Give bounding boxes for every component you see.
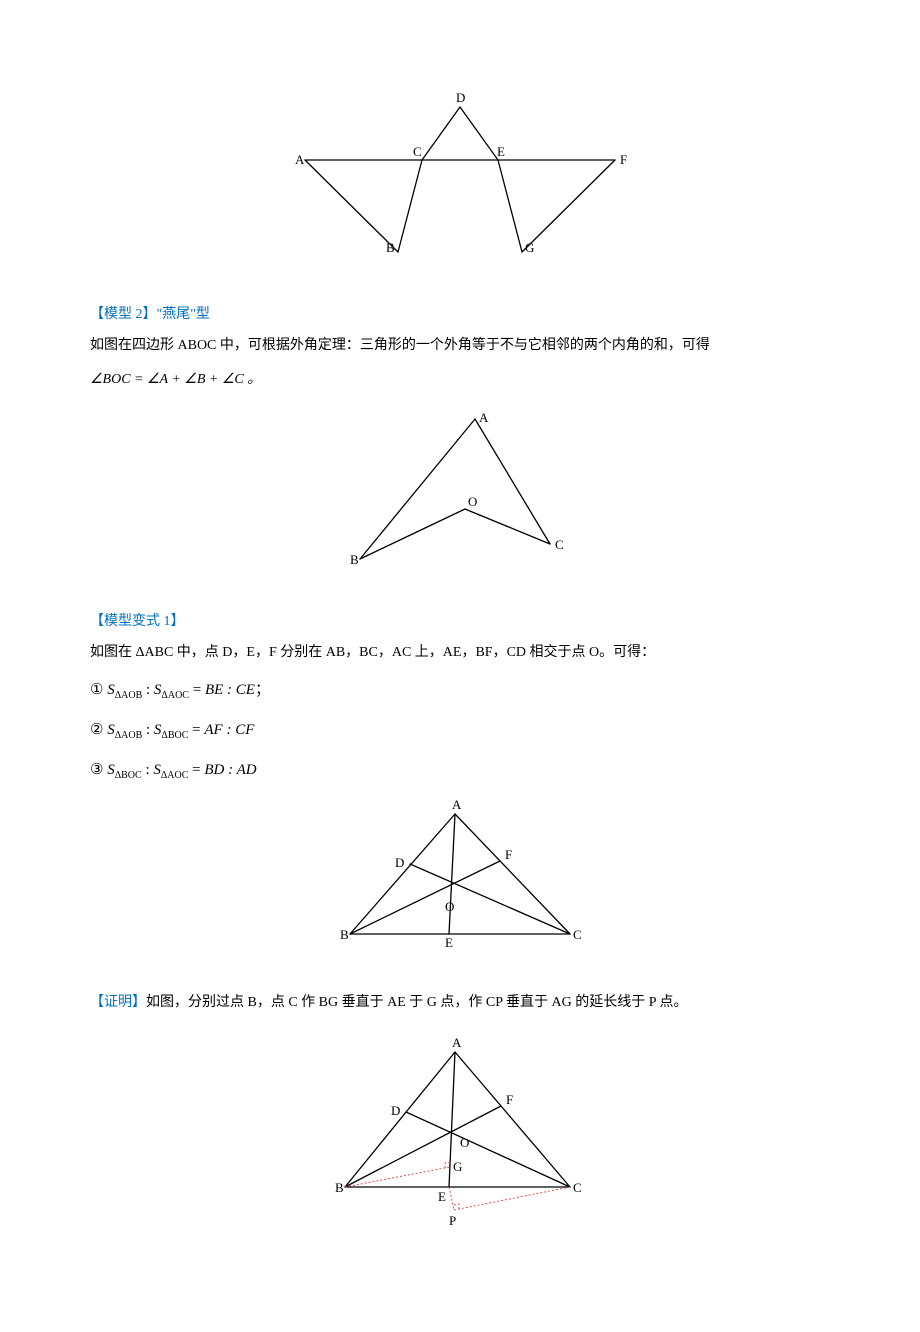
svg-text:B: B	[335, 1180, 344, 1195]
figure-1-svg: A B C D E F G	[288, 90, 632, 275]
proof-label: 【证明】	[90, 995, 146, 1010]
model-2-heading: 【模型 2】"燕尾"型	[90, 302, 830, 327]
svg-text:G: G	[525, 240, 534, 255]
svg-text:O: O	[460, 1135, 469, 1150]
svg-text:A: A	[295, 152, 305, 167]
ratio-line: ① SΔAOB : SΔAOC = BE : CE；	[90, 677, 830, 705]
svg-text:F: F	[506, 1092, 513, 1107]
svg-text:E: E	[497, 144, 505, 159]
svg-text:A: A	[452, 1035, 462, 1050]
svg-text:P: P	[449, 1213, 456, 1228]
proof-text: 如图，分别过点 B，点 C 作 BG 垂直于 AE 于 G 点，作 CP 垂直于…	[146, 995, 688, 1010]
svg-text:D: D	[456, 90, 465, 105]
svg-text:B: B	[350, 552, 359, 567]
svg-text:A: A	[479, 410, 489, 425]
svg-text:A: A	[452, 797, 462, 812]
svg-text:C: C	[413, 144, 422, 159]
figure-3: A B C D E F O	[90, 797, 830, 971]
svg-text:C: C	[573, 927, 582, 942]
svg-text:F: F	[620, 152, 627, 167]
svg-text:G: G	[453, 1159, 462, 1174]
svg-text:D: D	[395, 855, 404, 870]
model-2-text: 如图在四边形 ABOC 中，可根据外角定理：三角形的一个外角等于不与它相邻的两个…	[90, 333, 830, 358]
figure-4: A B C D E F OG P	[90, 1035, 830, 1254]
variant-1-text: 如图在 ΔABC 中，点 D，E，F 分别在 AB，BC，AC 上，AE，BF，…	[90, 640, 830, 665]
angle-formula: ∠BOC = ∠A + ∠B + ∠C 。	[90, 372, 261, 387]
svg-text:B: B	[340, 927, 349, 942]
svg-text:E: E	[445, 935, 453, 950]
proof-line: 【证明】如图，分别过点 B，点 C 作 BG 垂直于 AE 于 G 点，作 CP…	[90, 990, 830, 1015]
svg-text:C: C	[555, 537, 564, 552]
svg-text:C: C	[573, 1180, 582, 1195]
svg-text:O: O	[445, 899, 454, 914]
figure-4-svg: A B C D E F OG P	[328, 1035, 592, 1245]
svg-text:B: B	[386, 240, 395, 255]
figure-1: A B C D E F G	[90, 90, 830, 284]
ratio-line: ③ SΔBOC : SΔAOC = BD : AD	[90, 757, 830, 785]
figure-2-svg: A B C O	[343, 402, 577, 582]
figure-2: A B C O	[90, 402, 830, 591]
svg-text:E: E	[438, 1189, 446, 1204]
ratio-list: ① SΔAOB : SΔAOC = BE : CE； ② SΔAOB : SΔBO…	[90, 677, 830, 785]
svg-text:F: F	[505, 847, 512, 862]
variant-1-heading: 【模型变式 1】	[90, 609, 830, 634]
svg-text:O: O	[468, 494, 477, 509]
figure-3-svg: A B C D E F O	[333, 797, 587, 962]
svg-text:D: D	[391, 1103, 400, 1118]
variant-1-text-content: 如图在 ΔABC 中，点 D，E，F 分别在 AB，BC，AC 上，AE，BF，…	[90, 645, 655, 660]
ratio-line: ② SΔAOB : SΔBOC = AF : CF	[90, 717, 830, 745]
model-2-formula: ∠BOC = ∠A + ∠B + ∠C 。	[90, 367, 830, 392]
